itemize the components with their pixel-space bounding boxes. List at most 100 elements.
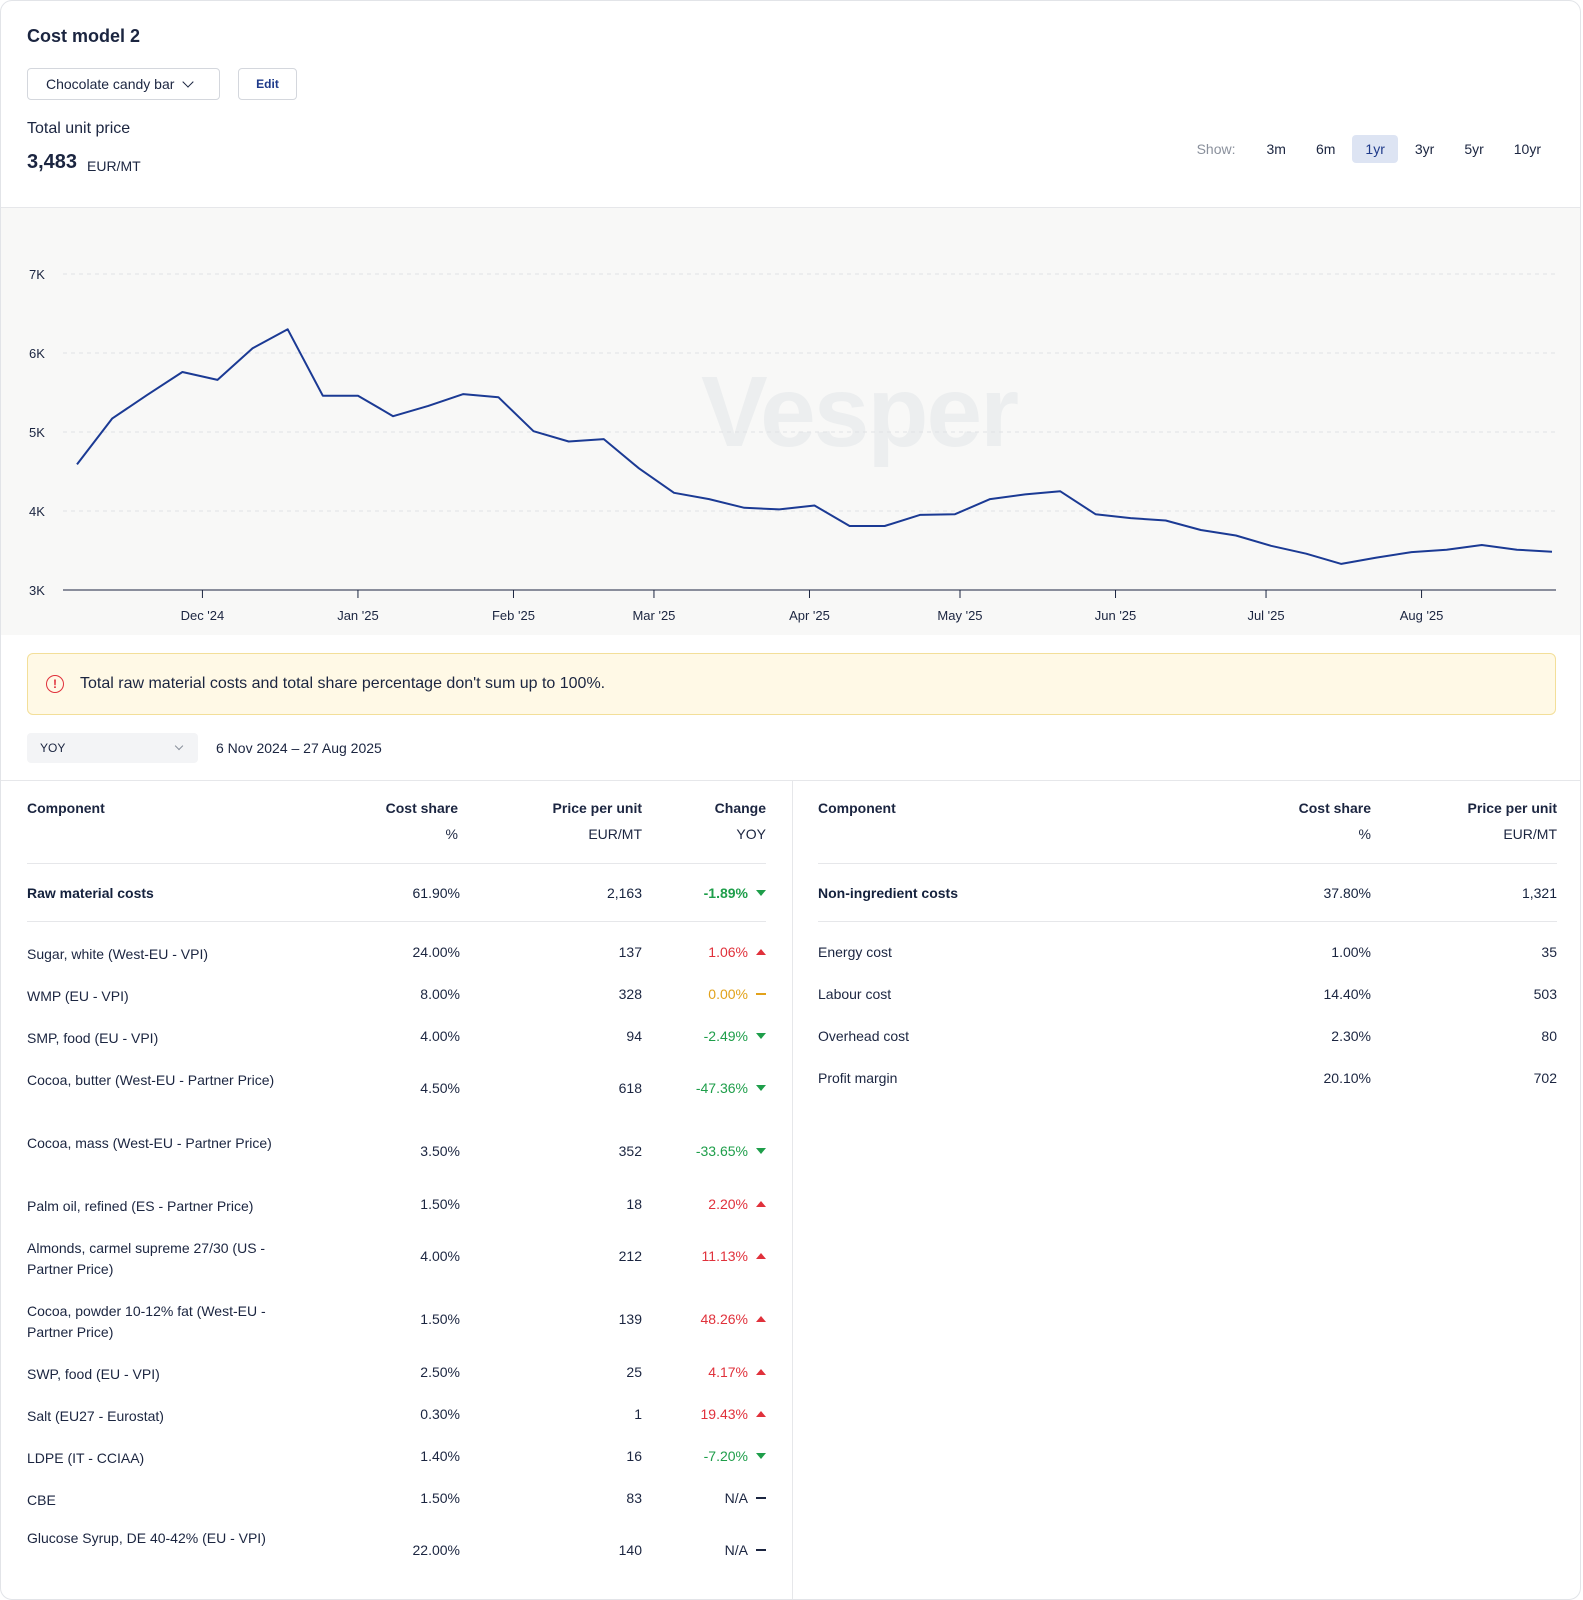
price-per-unit: 503 [1533, 986, 1557, 1002]
summary-cost-share: 37.80% [1323, 885, 1371, 901]
range-option-3yr[interactable]: 3yr [1414, 141, 1435, 157]
summary-row: Non-ingredient costs 37.80% 1,321 [818, 864, 1557, 922]
price-per-unit: 1 [634, 1406, 642, 1422]
price-per-unit: 352 [618, 1143, 642, 1159]
product-dropdown[interactable]: Chocolate candy bar [27, 68, 220, 100]
change-value: 19.43% [700, 1406, 748, 1422]
tables-divider [1, 780, 1580, 781]
table-row: Cocoa, powder 10-12% fat (West-EU - Part… [27, 1293, 766, 1356]
change: 0.00% [708, 986, 766, 1002]
component-name: Energy cost [818, 944, 892, 960]
component-name: Cocoa, powder 10-12% fat (West-EU - Part… [27, 1303, 266, 1340]
cost-share: 20.10% [1323, 1070, 1371, 1086]
change: -2.49% [704, 1028, 766, 1044]
arrow-down-icon [756, 1453, 766, 1459]
component-name: Labour cost [818, 986, 892, 1002]
range-option-6m[interactable]: 6m [1315, 141, 1336, 157]
change-value: 4.17% [708, 1364, 748, 1380]
cost-share: 1.50% [420, 1311, 460, 1327]
table-row: Palm oil, refined (ES - Partner Price) 1.… [27, 1188, 766, 1230]
component-name: Palm oil, refined (ES - Partner Price) [27, 1198, 254, 1214]
summary-name: Raw material costs [27, 885, 154, 901]
table-row: Labour cost 14.40% 503 [818, 978, 1557, 1020]
total-unit-price-unit: EUR/MT [87, 158, 141, 174]
change: -33.65% [696, 1143, 766, 1159]
edit-button[interactable]: Edit [238, 68, 297, 100]
table-row: SWP, food (EU - VPI) 2.50% 25 4.17% [27, 1356, 766, 1398]
change: N/A [725, 1542, 766, 1558]
price-per-unit: 16 [626, 1448, 642, 1464]
cost-share: 1.00% [1331, 944, 1371, 960]
chevron-down-icon [174, 741, 184, 751]
price-per-unit: 25 [626, 1364, 642, 1380]
price-per-unit: 140 [618, 1542, 642, 1558]
arrow-down-icon [756, 1148, 766, 1154]
product-dropdown-value: Chocolate candy bar [46, 76, 175, 92]
change: 4.17% [708, 1364, 766, 1380]
price-chart-svg: 3K 4K 5K 6K 7K Dec '24 Jan '25 Feb '25 Mar '25 Ap… [29, 267, 1556, 623]
change: -7.20% [704, 1448, 766, 1464]
table-header: Component Cost share % Price per unit EU… [27, 780, 766, 864]
component-name: Cocoa, butter (West-EU - Partner Price) [27, 1072, 275, 1088]
change-value: N/A [724, 1490, 748, 1506]
cost-share: 4.00% [420, 1248, 460, 1264]
component-name: Almonds, carmel supreme 27/30 (US - Part… [27, 1240, 266, 1277]
y-tick-label: 4K [29, 504, 45, 519]
table-row: CBE 1.50% 83 N/A [27, 1482, 766, 1524]
range-option-5yr[interactable]: 5yr [1464, 141, 1484, 157]
component-name: SMP, food (EU - VPI) [27, 1030, 159, 1046]
table-row: Overhead cost 2.30% 80 [818, 1020, 1557, 1062]
header-cost-share-unit: % [1358, 826, 1371, 842]
range-option-3m[interactable]: 3m [1266, 141, 1286, 157]
header-change: Change [714, 800, 766, 816]
arrow-up-icon [756, 1316, 766, 1322]
change-value: -7.20% [703, 1448, 748, 1464]
price-per-unit: 83 [626, 1490, 642, 1506]
x-tick-label: Jul '25 [1247, 608, 1284, 623]
header-component: Component [27, 800, 105, 816]
header-price-unit: EUR/MT [588, 826, 642, 842]
arrow-up-icon [756, 1253, 766, 1259]
component-name: Cocoa, mass (West-EU - Partner Price) [27, 1135, 272, 1151]
period-dropdown-value: YOY [40, 741, 66, 755]
change-value: 2.20% [708, 1196, 748, 1212]
component-name: Overhead cost [818, 1028, 910, 1044]
cost-share: 22.00% [412, 1542, 460, 1558]
cost-share: 2.30% [1331, 1028, 1371, 1044]
arrow-down-icon [756, 1033, 766, 1039]
change: 1.06% [708, 944, 766, 960]
table-row: Salt (EU27 - Eurostat) 0.30% 1 19.43% [27, 1398, 766, 1440]
summary-name: Non-ingredient costs [818, 885, 959, 901]
header-price-per-unit: Price per unit [552, 800, 642, 816]
x-tick-label: Jan '25 [337, 608, 379, 623]
range-option-1yr[interactable]: 1yr [1352, 135, 1398, 163]
dash-icon [756, 1497, 766, 1499]
x-tick-label: Apr '25 [789, 608, 830, 623]
period-dropdown[interactable]: YOY [27, 733, 198, 763]
table-row: Sugar, white (West-EU - VPI) 24.00% 137 1.0… [27, 936, 766, 978]
summary-change: -1.89% [704, 885, 766, 901]
y-tick-label: 5K [29, 425, 45, 440]
price-per-unit: 212 [618, 1248, 642, 1264]
warning-text: Total raw material costs and total share… [80, 675, 606, 692]
summary-cost-share: 61.90% [412, 885, 460, 901]
price-per-unit: 137 [618, 944, 642, 960]
arrow-up-icon [756, 1201, 766, 1207]
table-row: Cocoa, mass (West-EU - Partner Price) 3.5… [27, 1125, 766, 1188]
header-price-per-unit: Price per unit [1467, 800, 1557, 816]
cost-share: 1.50% [420, 1196, 460, 1212]
dash-icon [756, 993, 766, 995]
change: N/A [725, 1490, 766, 1506]
total-unit-price-label: Total unit price [27, 120, 131, 137]
non-ingredient-rows: Energy cost 1.00% 35 Labour cost 14.40% 503 Ov… [818, 936, 1557, 1104]
arrow-down-icon [756, 890, 766, 896]
component-name: Glucose Syrup, DE 40-42% (EU - VPI) [27, 1530, 266, 1546]
date-range-text: 6 Nov 2024 – 27 Aug 2025 [216, 740, 382, 756]
range-option-10yr[interactable]: 10yr [1513, 141, 1541, 157]
component-name: SWP, food (EU - VPI) [27, 1366, 160, 1382]
table-row: Glucose Syrup, DE 40-42% (EU - VPI) 22.00… [27, 1524, 766, 1566]
watermark-logo: Vesper [701, 356, 1019, 468]
header-component: Component [818, 800, 896, 816]
arrow-up-icon [756, 949, 766, 955]
header-cost-share: Cost share [385, 800, 458, 816]
